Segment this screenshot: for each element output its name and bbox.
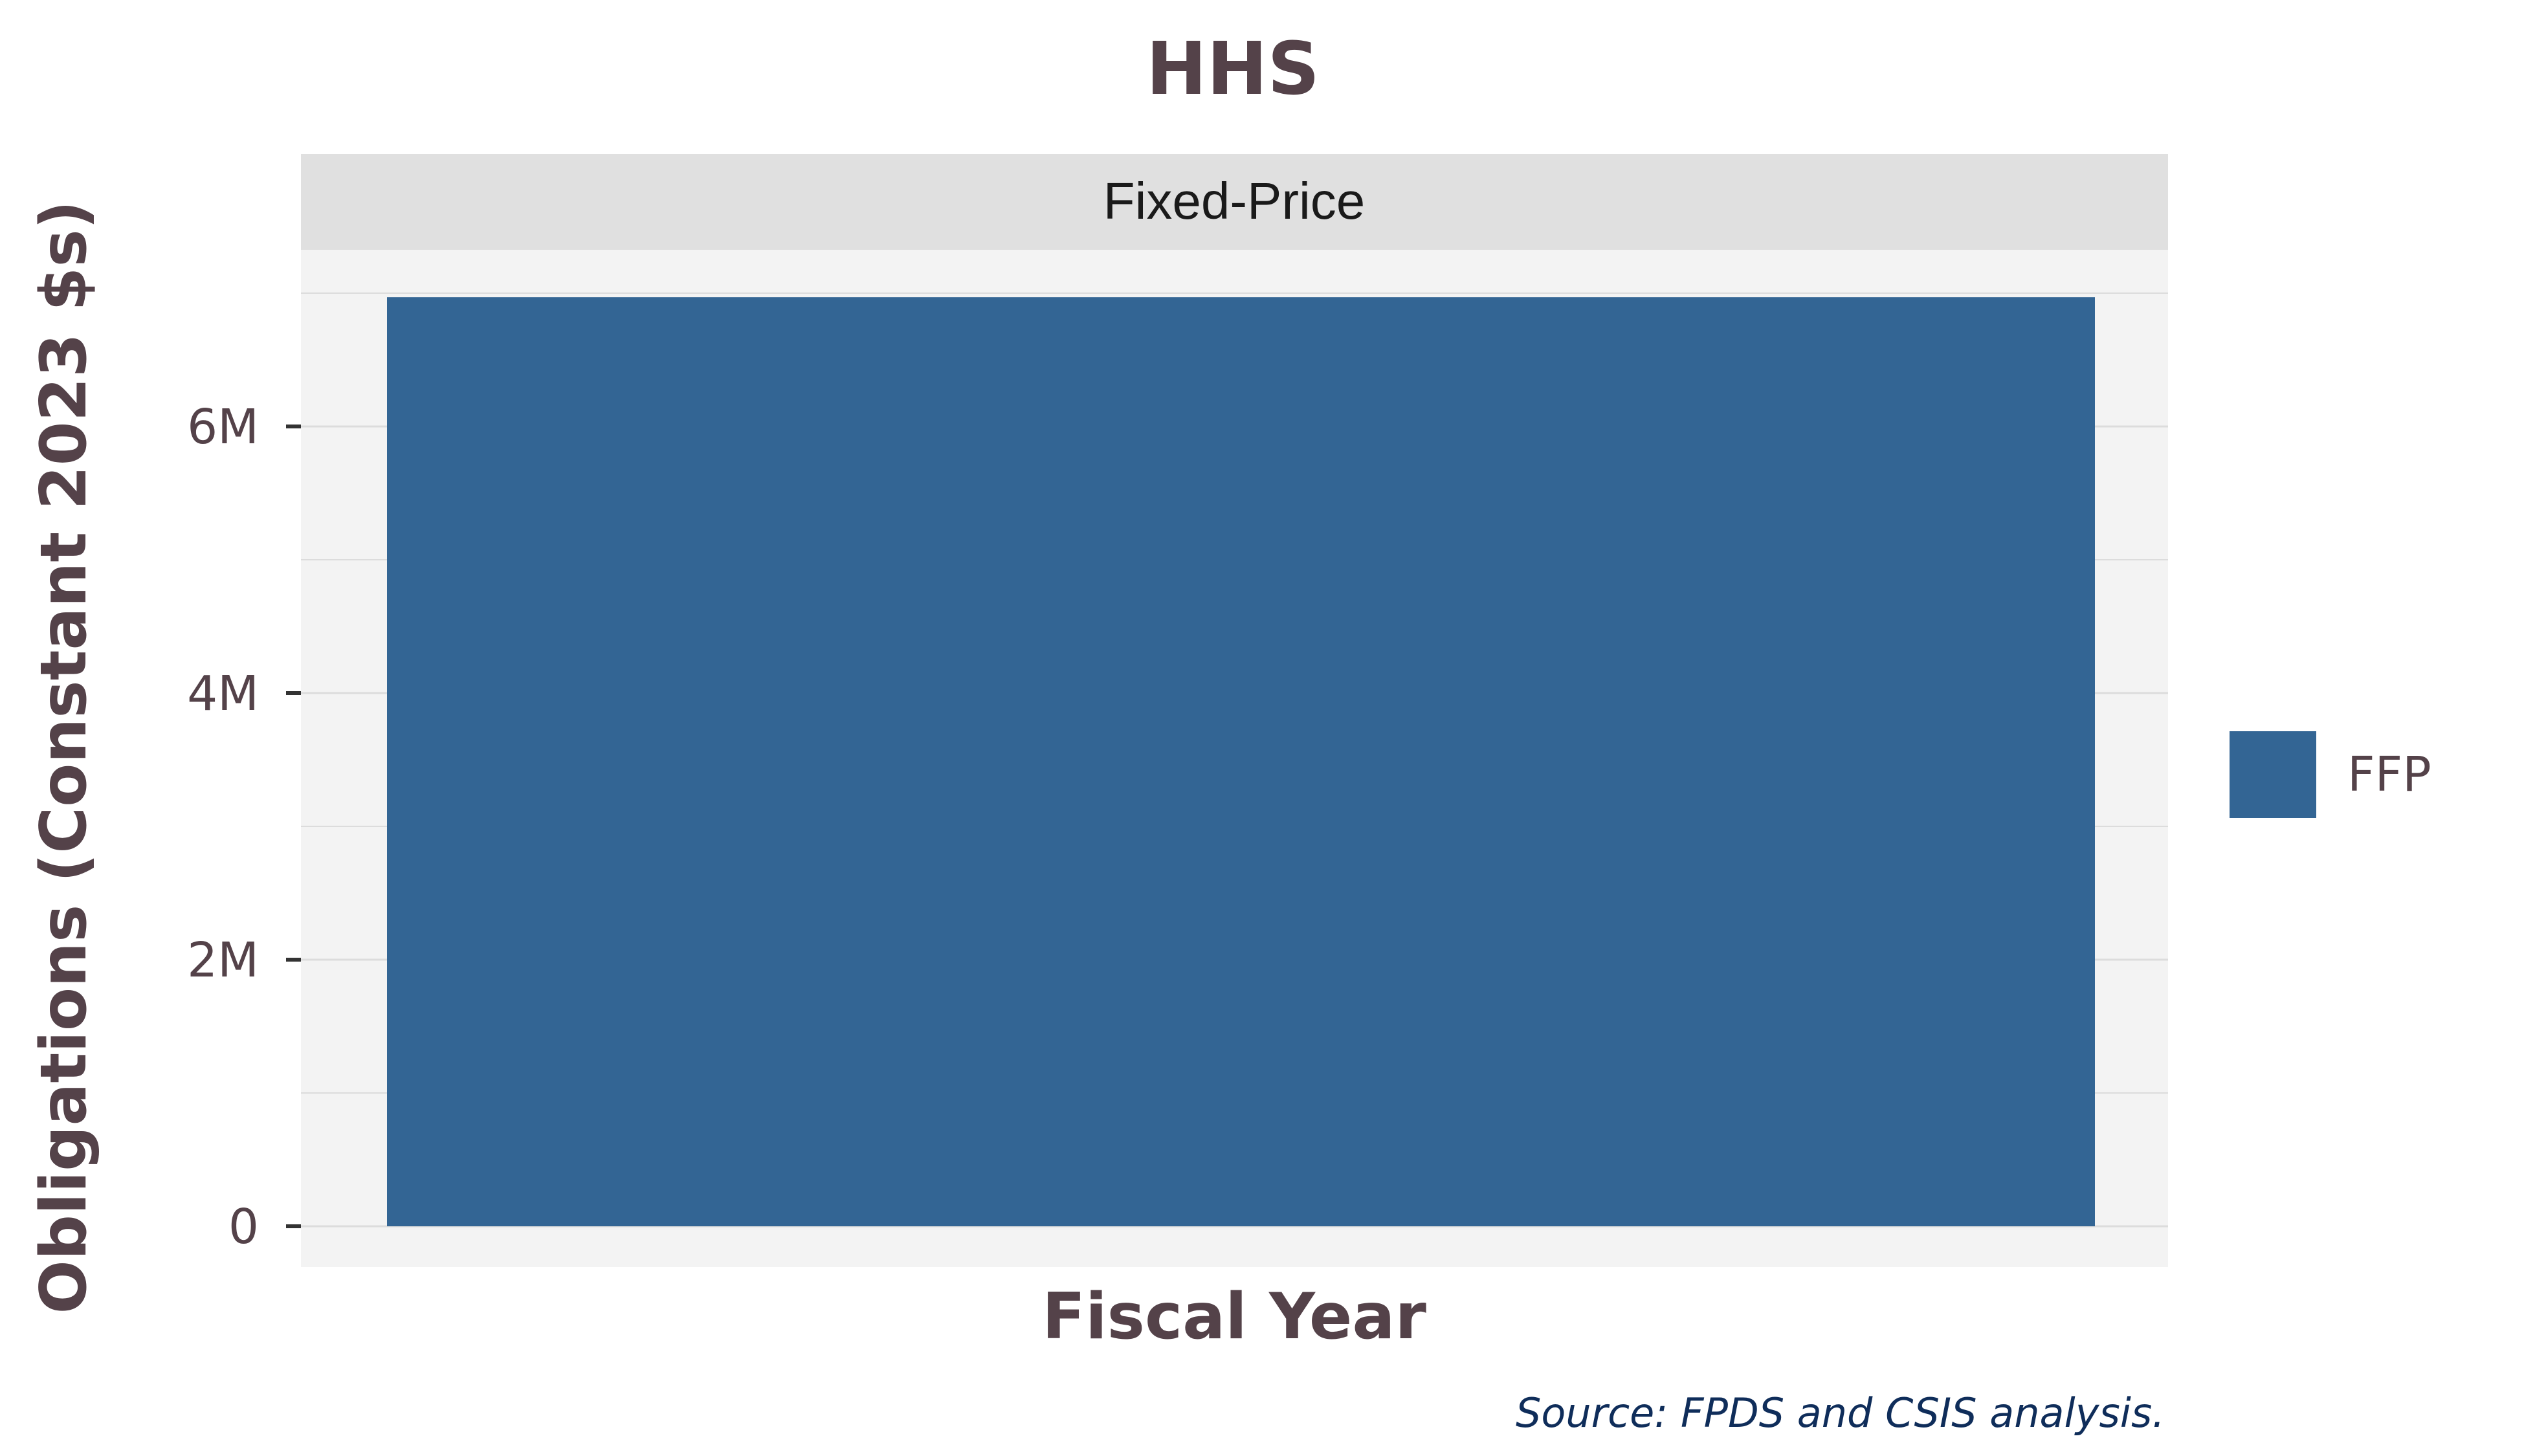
y-tick-label: 6M: [187, 399, 259, 455]
facet-strip-label: Fixed-Price: [1103, 172, 1366, 230]
bars: [387, 297, 2095, 1227]
bar-ffp-0: [387, 297, 2095, 1227]
x-axis-title: Fiscal Year: [1042, 1280, 1426, 1354]
legend-label-ffp: FFP: [2347, 747, 2431, 802]
y-tick-label: 2M: [187, 932, 259, 988]
legend: FFP: [2226, 727, 2431, 822]
source-note: Source: FPDS and CSIS analysis.: [1516, 1389, 2165, 1437]
facet-strip: [301, 154, 2168, 250]
y-tick-label: 4M: [187, 666, 259, 722]
y-axis: 0 2M 4M 6M: [187, 399, 301, 1255]
y-tick-label: 0: [228, 1199, 259, 1255]
y-axis-title: Obligations (Constant 2023 $s): [27, 201, 101, 1314]
chart-title: HHS: [1146, 27, 1320, 111]
legend-swatch-ffp: [2226, 727, 2320, 822]
